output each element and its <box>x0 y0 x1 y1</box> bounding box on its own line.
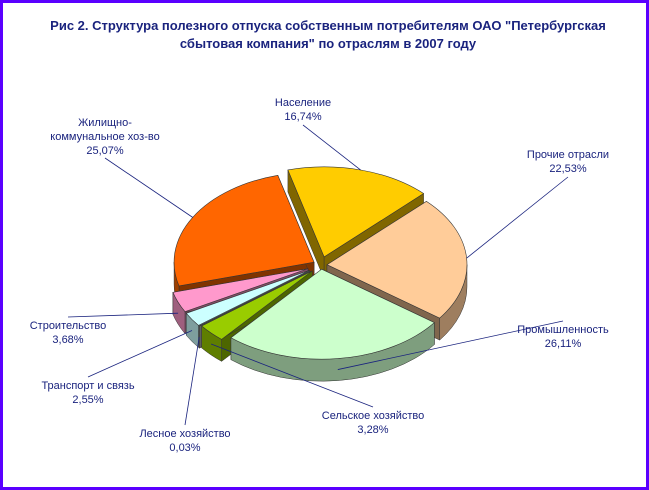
slice-label-1: Прочие отрасли 22,53% <box>527 149 609 175</box>
leader-line-7 <box>104 157 193 218</box>
leader-line-3 <box>210 343 374 408</box>
slice-name-5-0: Транспорт и связь <box>41 380 134 392</box>
slice-value-5: 2,55% <box>72 394 103 406</box>
pie-slice-2 <box>230 268 435 382</box>
slice-name-6-0: Строительство <box>30 320 107 332</box>
slice-name-2-0: Промышленность <box>517 324 609 336</box>
leader-line-4 <box>184 337 200 426</box>
slice-label-6: Строительство 3,68% <box>30 320 107 346</box>
pie-chart: Население 16,74% Прочие отрасли 22,53% Промы… <box>30 97 609 454</box>
slice-name-0-0: Население <box>275 97 331 109</box>
leader-line-2 <box>337 320 564 370</box>
slice-label-5: Транспорт и связь 2,55% <box>41 380 134 406</box>
slice-name-7-1: коммунальное хоз-во <box>50 131 159 143</box>
slice-value-3: 3,28% <box>357 424 388 436</box>
slice-label-0: Население 16,74% <box>275 97 331 123</box>
slice-value-1: 22,53% <box>549 163 587 175</box>
slice-name-7-0: Жилищно- <box>78 117 132 129</box>
leader-line-0 <box>302 124 361 171</box>
slice-name-3-0: Сельское хозяйство <box>322 410 424 422</box>
chart-title-line-2: сбытовая компания" по отраслям в 2007 го… <box>179 36 477 51</box>
leader-line-5 <box>87 330 193 378</box>
leader-line-6 <box>67 312 179 318</box>
slice-value-2: 26,11% <box>545 338 582 350</box>
slice-value-6: 3,68% <box>52 334 83 346</box>
slice-label-7: Жилищно-коммунальное хоз-во 25,07% <box>50 117 159 157</box>
slice-label-4: Лесное хозяйство 0,03% <box>139 428 230 454</box>
slice-name-1-0: Прочие отрасли <box>527 149 609 161</box>
chart-title: Рис 2. Структура полезного отпуска собст… <box>43 17 613 53</box>
slice-label-2: Промышленность 26,11% <box>517 324 609 350</box>
slice-value-7: 25,07% <box>86 145 124 157</box>
slice-value-4: 0,03% <box>169 442 200 454</box>
slice-name-4-0: Лесное хозяйство <box>139 428 230 440</box>
slice-value-0: 16,74% <box>284 111 322 123</box>
slice-label-3: Сельское хозяйство 3,28% <box>322 410 424 436</box>
leader-line-1 <box>466 176 569 259</box>
chart-title-line-1: Рис 2. Структура полезного отпуска собст… <box>50 18 606 33</box>
